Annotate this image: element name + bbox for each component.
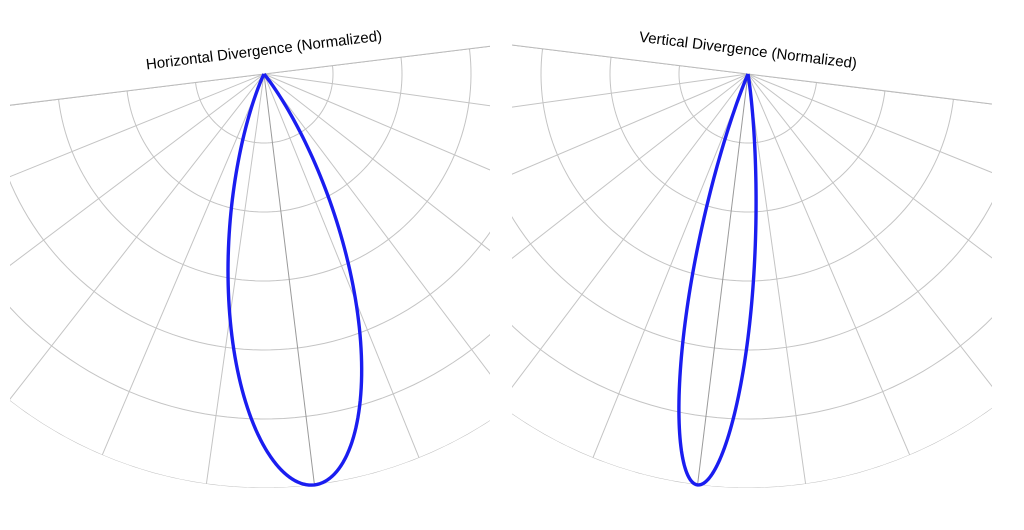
grid-spoke — [264, 38, 490, 364]
polar-panel-horizontal: Horizontal Divergence (Normalized) — [10, 20, 490, 500]
grid-spoke — [512, 30, 748, 279]
grid-spoke — [10, 74, 264, 124]
grid-spoke — [512, 38, 748, 364]
polar-panel-vertical: Vertical Divergence (Normalized) — [512, 20, 992, 500]
grid-spoke — [264, 49, 490, 430]
grid-spoke — [735, 74, 992, 229]
grid-spoke — [10, 74, 277, 229]
grid-ring — [10, 24, 490, 500]
grid-spoke — [59, 74, 308, 455]
grid-spoke — [512, 49, 748, 430]
figure-stage: Horizontal Divergence (Normalized)Vertic… — [0, 0, 1024, 530]
grid-spoke — [10, 74, 300, 400]
grid-spoke — [264, 30, 490, 279]
polar-chart-horizontal — [10, 20, 490, 500]
grid-spoke — [704, 74, 953, 455]
grid-spoke — [10, 74, 289, 323]
polar-chart-vertical — [512, 20, 992, 500]
